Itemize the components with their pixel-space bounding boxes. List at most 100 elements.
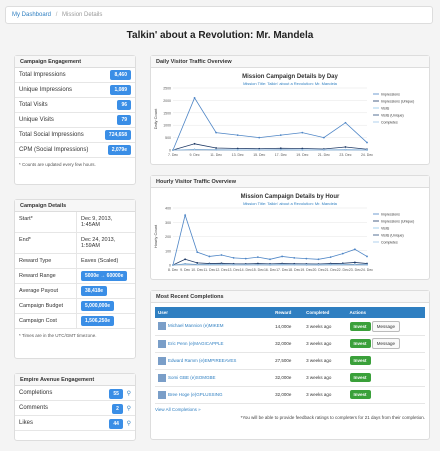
x-tick-label: 18. Dec bbox=[288, 268, 300, 272]
completed-cell: 3 weeks ago bbox=[303, 335, 347, 353]
details-label: Reward Type bbox=[15, 254, 77, 268]
invest-button[interactable]: Invest bbox=[349, 339, 371, 348]
data-point bbox=[193, 142, 196, 145]
empire-row: Likes 44 ⚲ bbox=[15, 416, 135, 431]
breadcrumb-home-link[interactable]: My Dashboard bbox=[12, 12, 52, 18]
y-tick-label: 200 bbox=[165, 235, 171, 239]
y-axis-label: Daily Count bbox=[153, 108, 158, 130]
details-rows: Start* Dec 9, 2013, 1:45AM End* Dec 24, 2… bbox=[15, 212, 135, 329]
details-value: 5000e → 60000e bbox=[81, 271, 128, 281]
completions-table: User Reward Completed Actions Michael Ma… bbox=[155, 307, 425, 404]
invest-button[interactable]: Invest bbox=[349, 356, 371, 365]
engagement-value-badge: 724,658 bbox=[104, 130, 131, 140]
x-tick-label: 17. Dec bbox=[276, 268, 288, 272]
breadcrumb-current: Mission Details bbox=[62, 12, 103, 18]
data-point bbox=[215, 131, 218, 134]
data-point bbox=[301, 147, 304, 150]
engagement-row: Total Impressions 8,460 bbox=[15, 68, 135, 83]
engagement-label: Total Visits bbox=[19, 102, 48, 108]
empire-rows: Completions 55 ⚲ Comments 2 ⚲ Likes 44 ⚲ bbox=[15, 386, 135, 431]
data-point bbox=[322, 136, 325, 139]
empire-row: Comments 2 ⚲ bbox=[15, 401, 135, 416]
x-tick-label: 9. Dec bbox=[189, 153, 199, 157]
data-point bbox=[196, 263, 199, 266]
user-link[interactable]: Michael Mannion (e)MIKEM bbox=[168, 323, 224, 329]
col-actions: Actions bbox=[346, 307, 425, 318]
details-label: Start* bbox=[15, 212, 77, 232]
details-label: End* bbox=[15, 233, 77, 253]
x-tick-label: 12. Dec bbox=[215, 268, 227, 272]
data-point bbox=[366, 255, 368, 258]
user-link[interactable]: Bree Hoge (e)GPLUSSING bbox=[168, 391, 223, 397]
engagement-label: CPM (Social Impressions) bbox=[19, 147, 89, 153]
details-label: Campaign Budget bbox=[15, 299, 77, 313]
view-all-completions-link[interactable]: View All Completions » bbox=[155, 406, 201, 412]
x-tick-label: 23. Dec bbox=[349, 268, 361, 272]
campaign-engagement-heading: Campaign Engagement bbox=[15, 56, 135, 68]
data-point bbox=[322, 149, 325, 151]
data-point bbox=[279, 148, 282, 151]
data-point bbox=[184, 258, 187, 261]
x-tick-label: 16. Dec bbox=[264, 268, 276, 272]
engagement-value-badge: 79 bbox=[117, 115, 131, 125]
data-point bbox=[317, 263, 320, 266]
user-link[interactable]: Somi GBE (e)SOMGBE bbox=[168, 374, 216, 380]
details-label: Campaign Cost bbox=[15, 314, 77, 328]
x-tick-label: 21. Dec bbox=[325, 268, 337, 272]
search-icon[interactable]: ⚲ bbox=[126, 390, 131, 397]
table-row: Bree Hoge (e)GPLUSSING 32,000e 3 weeks a… bbox=[155, 386, 425, 404]
empire-value-badge: 55 bbox=[109, 388, 123, 399]
series-line bbox=[172, 213, 368, 266]
user-link[interactable]: Eric Penn (e)MAGICAPPLE bbox=[168, 340, 224, 346]
engagement-value-badge: 1,089 bbox=[110, 85, 131, 95]
details-value: 38,418e bbox=[81, 286, 108, 296]
data-point bbox=[344, 121, 347, 124]
user-link[interactable]: Edward Ramm (e)EMPIREEAVES bbox=[168, 357, 237, 363]
x-tick-label: 20. Dec bbox=[312, 268, 324, 272]
search-icon[interactable]: ⚲ bbox=[126, 420, 131, 427]
data-point bbox=[193, 148, 196, 151]
message-button[interactable]: Message bbox=[371, 320, 401, 332]
data-point bbox=[193, 97, 196, 99]
details-row: Campaign Cost 1,506,250e bbox=[15, 314, 135, 329]
legend-label: Completes bbox=[381, 240, 398, 244]
data-point bbox=[344, 146, 347, 148]
engagement-row: CPM (Social Impressions) 2,079e bbox=[15, 143, 135, 158]
campaign-details-heading: Campaign Details bbox=[15, 200, 135, 212]
invest-button[interactable]: Invest bbox=[349, 321, 371, 331]
x-tick-label: 24. Dec bbox=[361, 268, 373, 272]
empire-row: Completions 55 ⚲ bbox=[15, 386, 135, 401]
data-point bbox=[341, 262, 344, 265]
x-tick-label: 14. Dec bbox=[240, 268, 252, 272]
data-point bbox=[281, 263, 284, 266]
table-row: Michael Mannion (e)MIKEM 14,000e 3 weeks… bbox=[155, 318, 425, 336]
engagement-value-badge: 8,460 bbox=[110, 70, 131, 80]
y-tick-label: 1500 bbox=[163, 111, 171, 115]
data-point bbox=[208, 255, 211, 258]
engagement-row: Unique Visits 79 bbox=[15, 113, 135, 128]
legend-label: Completes bbox=[381, 120, 398, 124]
details-row: Start* Dec 9, 2013, 1:45AM bbox=[15, 212, 135, 233]
message-button[interactable]: Message bbox=[371, 338, 401, 349]
data-point bbox=[269, 263, 271, 266]
details-row: Campaign Budget 5,000,000e bbox=[15, 299, 135, 314]
data-point bbox=[220, 263, 223, 266]
empire-label: Comments bbox=[19, 405, 49, 411]
y-tick-label: 300 bbox=[165, 221, 171, 225]
hourly-traffic-heading: Hourly Visitor Traffic Overview bbox=[151, 176, 429, 188]
x-tick-label: 8. Dec bbox=[168, 268, 178, 272]
x-tick-label: 13. Dec bbox=[232, 153, 244, 157]
series-line bbox=[172, 97, 368, 151]
invest-button[interactable]: Invest bbox=[349, 390, 371, 399]
invest-button[interactable]: Invest bbox=[349, 373, 371, 382]
hourly-traffic-panel: Hourly Visitor Traffic Overview Mission … bbox=[150, 175, 430, 280]
data-point bbox=[329, 256, 332, 259]
legend-label: Visits bbox=[381, 226, 390, 230]
search-icon[interactable]: ⚲ bbox=[126, 405, 131, 412]
data-point bbox=[341, 263, 344, 266]
completions-header-row: User Reward Completed Actions bbox=[155, 307, 425, 318]
hourly-chart-title: Mission Campaign Details by Hour bbox=[240, 194, 340, 200]
y-tick-label: 100 bbox=[165, 249, 171, 253]
empire-label: Completions bbox=[19, 390, 53, 396]
legend-label: Impressions bbox=[381, 212, 400, 216]
